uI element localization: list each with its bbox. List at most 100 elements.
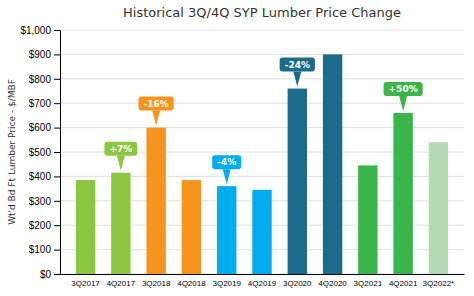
bar [358,165,377,274]
bar [217,186,236,274]
annotation-bubble [139,97,174,111]
x-tick: 3Q2021 [354,279,383,288]
annotation-text: -4% [217,157,236,167]
y-tick-label: $300 [29,196,52,207]
bar [288,89,307,274]
title: Historical 3Q/4Q SYP Lumber Price Change [123,5,401,20]
y-tick-mark [54,225,60,226]
x-tick-label: 3Q2022* [423,279,455,288]
annotation: -4% [212,155,241,184]
annotation-tail [399,96,407,111]
y-tick-label: $200 [29,220,52,231]
y-tick-label: $900 [29,49,52,60]
y-tick-mark [54,79,60,80]
y-tick-mark [54,152,60,153]
x-tick: 4Q2017 [107,279,136,288]
bar [182,180,201,274]
y-tick: $200 [29,220,60,231]
x-tick: 3Q2017 [71,279,100,288]
y-tick-label: $700 [29,98,52,109]
x-tick-label: 3Q2017 [71,279,100,288]
y-tick: $1,000 [20,25,60,36]
y-tick-mark [54,103,60,104]
y-tick-label: $600 [29,122,52,133]
y-tick: $700 [29,98,60,109]
bar [111,173,130,274]
y-tick-label: $800 [29,74,52,85]
bar [252,190,271,274]
y-tick-mark [54,201,60,202]
x-tick: 3Q2019 [212,279,241,288]
y-tick-label: $500 [29,147,52,158]
y-axis-title: Wt'd Bd Ft Lumber Price - $/MBF [7,79,17,225]
y-tick: $600 [29,122,60,133]
annotation-bubble [212,155,241,169]
y-tick-mark [54,54,60,55]
x-tick: 4Q2018 [177,279,206,288]
x-tick: 4Q2020 [318,279,347,288]
annotations: +7% -16% -4% -24% +50% [104,58,422,185]
y-tick-mark [54,274,60,275]
x-tick: 4Q2019 [248,279,277,288]
annotation: -24% [280,58,315,87]
bar [429,142,448,274]
x-tick-label: 3Q2018 [142,279,171,288]
x-tick-label: 4Q2021 [389,279,418,288]
x-tick: 3Q2020 [283,279,312,288]
annotation-text: +50% [389,84,418,94]
y-axis-line [54,31,61,275]
annotation-tail [223,169,231,184]
annotation: +7% [104,142,137,171]
y-tick: $0 [40,269,60,280]
bars [76,54,448,274]
y-tick: $300 [29,196,60,207]
plot: $0 $100 $200 $300 $400 $500 $600 $700 $800 $900 $1… [20,25,464,288]
annotation-bubble [104,142,137,156]
annotation-text: -16% [144,99,169,109]
x-axis: 3Q2017 4Q2017 3Q2018 4Q2018 3Q2019 4Q2019 3Q20… [61,275,465,288]
x-tick: 4Q2021 [389,279,418,288]
y-axis: $0 $100 $200 $300 $400 $500 $600 $700 $800 $900 $1… [20,25,60,280]
annotation-text: +7% [109,144,132,154]
y-tick-mark [54,250,60,251]
y-tick-label: $100 [29,244,52,255]
x-tick-label: 4Q2017 [107,279,136,288]
x-tick-label: 3Q2020 [283,279,312,288]
x-tick-label: 4Q2019 [248,279,277,288]
annotation-tail [293,72,301,87]
annotation-bubble [384,82,423,96]
annotation-text: -24% [285,60,310,70]
annotation: +50% [384,82,423,111]
grid-line [60,30,464,31]
bar [76,180,95,274]
y-tick-label: $400 [29,171,52,182]
x-tick-label: 3Q2021 [354,279,383,288]
y-tick-mark [54,30,60,31]
bar [146,128,165,274]
chart: $0 $100 $200 $300 $400 $500 $600 $700 $800 $900 $1… [0,0,474,296]
y-tick-label: $0 [40,269,52,280]
y-tick-mark [54,128,60,129]
grid-line [60,78,464,79]
annotation-tail [117,156,125,171]
y-tick-label: $1,000 [20,25,51,36]
x-tick-label: 3Q2019 [212,279,241,288]
annotation-bubble [280,58,315,72]
bar [323,54,342,274]
x-tick: 3Q2022* [423,279,455,288]
x-tick-label: 4Q2020 [318,279,347,288]
grid-line [60,54,464,55]
bar [393,113,412,274]
grid [60,30,464,274]
annotation-tail [152,111,160,126]
x-tick: 3Q2018 [142,279,171,288]
y-tick: $100 [29,244,60,255]
y-tick-mark [54,176,60,177]
x-tick-label: 4Q2018 [177,279,206,288]
y-tick: $800 [29,74,60,85]
y-tick: $400 [29,171,60,182]
annotation: -16% [139,97,174,126]
x-axis-line [61,274,465,275]
y-tick: $500 [29,147,60,158]
y-tick: $900 [29,49,60,60]
